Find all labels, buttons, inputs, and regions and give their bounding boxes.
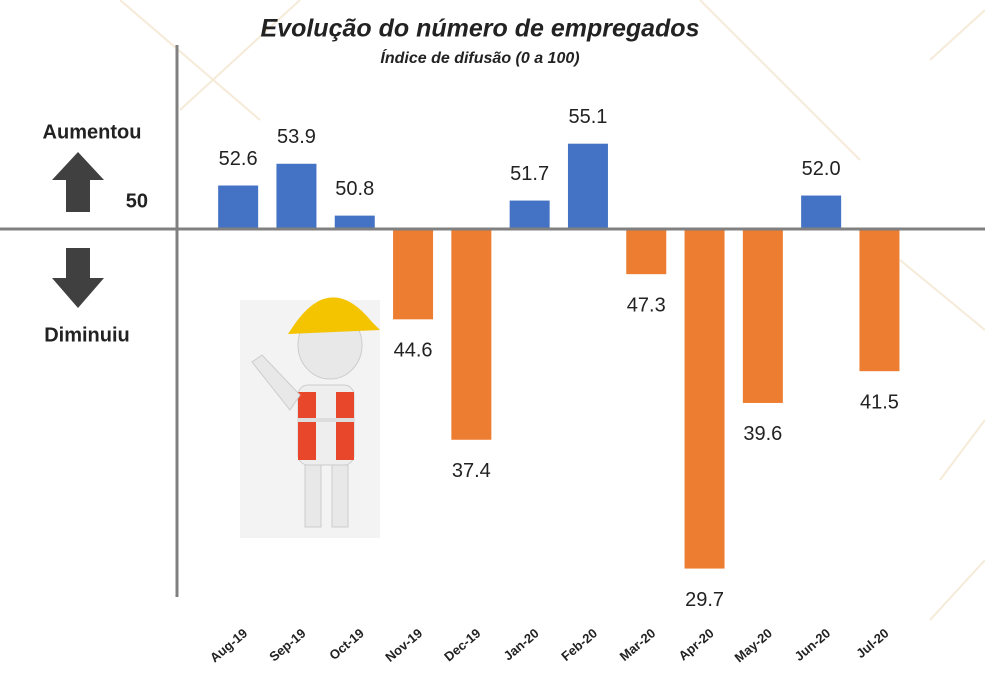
value-label: 44.6: [394, 340, 433, 362]
up-arrow: [52, 152, 104, 212]
bar: [218, 186, 258, 229]
chart-subtitle: Índice de difusão (0 a 100): [380, 48, 579, 67]
value-label: 53.9: [277, 126, 316, 148]
lower-label: Diminuiu: [44, 324, 130, 346]
bar: [451, 229, 491, 440]
worker-illustration: [240, 297, 380, 538]
x-tick-label: Jun-20: [792, 625, 834, 663]
bar: [335, 216, 375, 229]
x-tick-label: May-20: [732, 625, 775, 665]
value-label: 39.6: [743, 423, 782, 445]
value-label: 55.1: [568, 106, 607, 128]
bar: [393, 229, 433, 319]
bar: [568, 144, 608, 229]
value-label: 41.5: [860, 391, 899, 413]
bar: [743, 229, 783, 403]
baseline-label: 50: [126, 190, 148, 212]
x-tick-label: Oct-19: [326, 625, 367, 663]
value-label: 37.4: [452, 460, 491, 482]
value-label: 52.6: [219, 148, 258, 170]
upper-label: Aumentou: [43, 121, 142, 143]
x-tick-label: Dec-19: [441, 625, 483, 664]
chart: Evolução do número de empregados Índice …: [0, 0, 985, 675]
chart-title: Evolução do número de empregados: [261, 15, 700, 43]
x-tick-label: Mar-20: [617, 625, 659, 663]
bar: [626, 229, 666, 274]
x-tick-label: Apr-20: [675, 625, 716, 663]
bar: [859, 229, 899, 371]
value-label: 50.8: [335, 178, 374, 200]
x-tick-label: Sep-19: [266, 625, 308, 664]
value-label: 52.0: [802, 158, 841, 180]
x-tick-label: Nov-19: [382, 625, 425, 664]
value-label: 47.3: [627, 294, 666, 316]
x-tick-label: Aug-19: [207, 625, 250, 665]
x-tick-label: Feb-20: [558, 625, 600, 663]
x-tick-label: Jan-20: [501, 625, 542, 663]
x-tick-label: Jul-20: [853, 625, 891, 661]
bar: [685, 229, 725, 569]
down-arrow: [52, 248, 104, 308]
bar: [276, 164, 316, 229]
value-label: 51.7: [510, 163, 549, 185]
bar: [510, 201, 550, 229]
bar: [801, 196, 841, 229]
value-label: 29.7: [685, 589, 724, 611]
